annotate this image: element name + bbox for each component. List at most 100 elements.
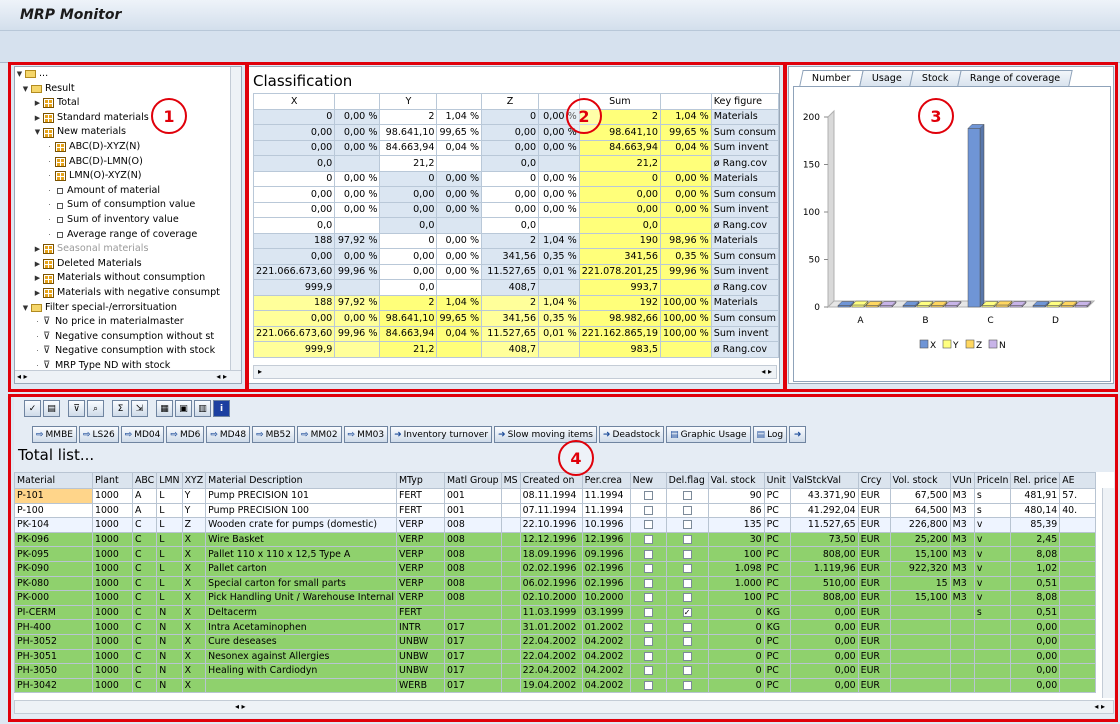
table-cell[interactable] — [629, 560, 667, 577]
checkbox[interactable] — [643, 578, 653, 588]
checkbox[interactable] — [643, 608, 653, 618]
checkbox[interactable] — [643, 549, 653, 559]
toolbar-button[interactable]: ⇨ MD6 — [166, 426, 205, 443]
classification-cell[interactable]: 1,04 % — [660, 108, 712, 125]
table-row[interactable]: PK-095 1000 C L X Pallet 110 x 110 x 12,5 Typ… — [14, 546, 1097, 562]
table-row[interactable]: PK-080 1000 C L X Special carton for small pa… — [14, 575, 1097, 592]
tree-item[interactable]: · ⊽ Negative consumption with stock — [15, 344, 241, 359]
checkbox[interactable] — [643, 651, 653, 661]
classification-cell[interactable]: 0,00 % — [660, 186, 712, 203]
chevron-down-icon[interactable]: ▼ — [22, 84, 29, 93]
classification-cell[interactable]: 0,01 % — [538, 325, 580, 342]
classification-cell[interactable]: 0,00 — [252, 186, 336, 203]
classification-cell[interactable]: 97,92 % — [334, 294, 381, 311]
classification-cell[interactable]: 0,00 % — [538, 201, 580, 218]
table-cell[interactable] — [629, 590, 667, 606]
column-header[interactable]: Rel. price — [1010, 472, 1061, 489]
table-row[interactable]: PK-090 1000 C L X Pallet carton VERP 008 02.02.1… — [14, 560, 1097, 577]
tree-item[interactable]: · Sum of inventory value — [15, 213, 241, 228]
classification-cell[interactable]: 0,00 — [578, 186, 662, 203]
classification-cell[interactable]: 0,04 % — [436, 139, 483, 156]
classification-cell[interactable]: 1,04 % — [436, 108, 483, 125]
column-header[interactable]: Plant — [92, 472, 133, 489]
column-header[interactable]: MS — [500, 472, 521, 489]
classification-cell[interactable]: 0,00 — [252, 248, 336, 265]
checkbox[interactable] — [643, 593, 653, 603]
classification-cell[interactable]: 0,00 % — [334, 124, 381, 141]
grid-horizontal-scrollbar[interactable]: ◂ ▸ ◂ ▸ — [14, 700, 1114, 714]
toolbar-button[interactable]: ➜ Deadstock — [598, 426, 665, 443]
classification-cell[interactable]: 0,0 — [252, 217, 336, 234]
checkbox[interactable] — [682, 578, 692, 588]
tree-item[interactable]: · ⊽ Negative consumption without st — [15, 330, 241, 345]
checkbox[interactable] — [682, 651, 692, 661]
chevron-right-icon[interactable]: ▶ — [34, 245, 41, 254]
table-cell[interactable] — [629, 575, 667, 592]
classification-cell[interactable]: 1,04 % — [538, 232, 580, 249]
classification-cell[interactable]: 188 — [252, 232, 336, 249]
classification-cell[interactable]: 0,0 — [481, 155, 540, 172]
classification-cell[interactable] — [334, 217, 381, 234]
classification-cell[interactable]: 0,35 % — [660, 248, 712, 265]
key-figure-cell[interactable]: Sum invent — [710, 139, 779, 156]
classification-cell[interactable] — [660, 217, 712, 234]
classification-cell[interactable]: 84.663,94 — [578, 139, 662, 156]
classification-cell[interactable]: 0,00 — [252, 124, 336, 141]
classification-cell[interactable]: 0,00 % — [538, 170, 580, 187]
classification-cell[interactable] — [436, 341, 483, 358]
classification-cell[interactable]: 0,00 % — [660, 201, 712, 218]
chart-tab[interactable]: Range of coverage — [957, 70, 1074, 86]
classification-cell[interactable]: 0,00 — [379, 263, 438, 280]
key-figure-cell[interactable]: Materials — [710, 170, 779, 187]
checkbox[interactable] — [643, 666, 653, 676]
column-header[interactable]: Material — [14, 472, 93, 489]
table-row[interactable]: PK-000 1000 C L X Pick Handling Unit / Wareho… — [14, 590, 1097, 606]
classification-cell[interactable]: 99,65 % — [436, 310, 483, 327]
checkbox[interactable] — [643, 505, 653, 515]
classification-cell[interactable] — [334, 341, 381, 358]
column-header[interactable]: LMN — [156, 472, 183, 489]
tree-item[interactable]: · ABC(D)-XYZ(N) — [15, 140, 241, 155]
checkbox[interactable] — [643, 564, 653, 574]
classification-cell[interactable]: 0,04 % — [660, 139, 712, 156]
table-row[interactable]: P-101 1000 A L Y Pump PRECISION 101 FERT 001 08.… — [14, 488, 1097, 504]
classification-cell[interactable]: 98.982,66 — [578, 310, 662, 327]
chevron-right-icon[interactable]: ▶ — [34, 288, 41, 297]
classification-cell[interactable]: 0 — [252, 170, 336, 187]
classification-cell[interactable]: 408,7 — [481, 279, 540, 296]
table-cell[interactable] — [629, 633, 667, 650]
tree-item[interactable]: · LMN(O)-XYZ(N) — [15, 169, 241, 184]
tree-item[interactable]: · Sum of consumption value — [15, 198, 241, 213]
classification-cell[interactable]: 0,00 % — [436, 170, 483, 187]
classification-cell[interactable]: 0,00 % — [538, 186, 580, 203]
classification-cell[interactable]: 0,00 — [252, 310, 336, 327]
classification-cell[interactable]: 341,56 — [481, 310, 540, 327]
tree-item[interactable]: ▶ Deleted Materials — [15, 257, 241, 272]
classification-cell[interactable]: 99,96 % — [334, 325, 381, 342]
column-header[interactable]: MTyp — [395, 472, 445, 489]
classification-cell[interactable]: 0,00 % — [436, 232, 483, 249]
column-header[interactable]: ValStckVal — [789, 472, 859, 489]
save-button[interactable]: ▣ — [175, 400, 192, 417]
checkbox[interactable] — [682, 622, 692, 632]
classification-cell[interactable]: 0,00 — [481, 139, 540, 156]
classification-cell[interactable]: 0,0 — [252, 155, 336, 172]
column-header[interactable]: New — [629, 472, 667, 489]
classification-cell[interactable]: 2 — [481, 232, 540, 249]
classification-cell[interactable]: 1,04 % — [538, 294, 580, 311]
column-header[interactable]: ABC — [131, 472, 158, 489]
table-cell[interactable] — [665, 677, 709, 694]
tree-root[interactable]: ▼... — [15, 67, 241, 82]
checkbox[interactable] — [682, 593, 692, 603]
checkbox[interactable] — [682, 535, 692, 545]
classification-cell[interactable]: 0,00 — [481, 186, 540, 203]
toolbar-button[interactable]: ⇨ MB52 — [252, 426, 296, 443]
toolbar-button[interactable]: ➜ Slow moving items — [494, 426, 597, 443]
classification-cell[interactable]: 0,00 % — [334, 108, 381, 125]
column-header[interactable]: Del.flag — [665, 472, 709, 489]
check-button[interactable]: ✓ — [24, 400, 41, 417]
table-cell[interactable] — [665, 590, 709, 606]
classification-cell[interactable]: 1,04 % — [436, 294, 483, 311]
key-figure-cell[interactable]: ø Rang.cov — [710, 217, 779, 234]
classification-cell[interactable]: 98,96 % — [660, 232, 712, 249]
